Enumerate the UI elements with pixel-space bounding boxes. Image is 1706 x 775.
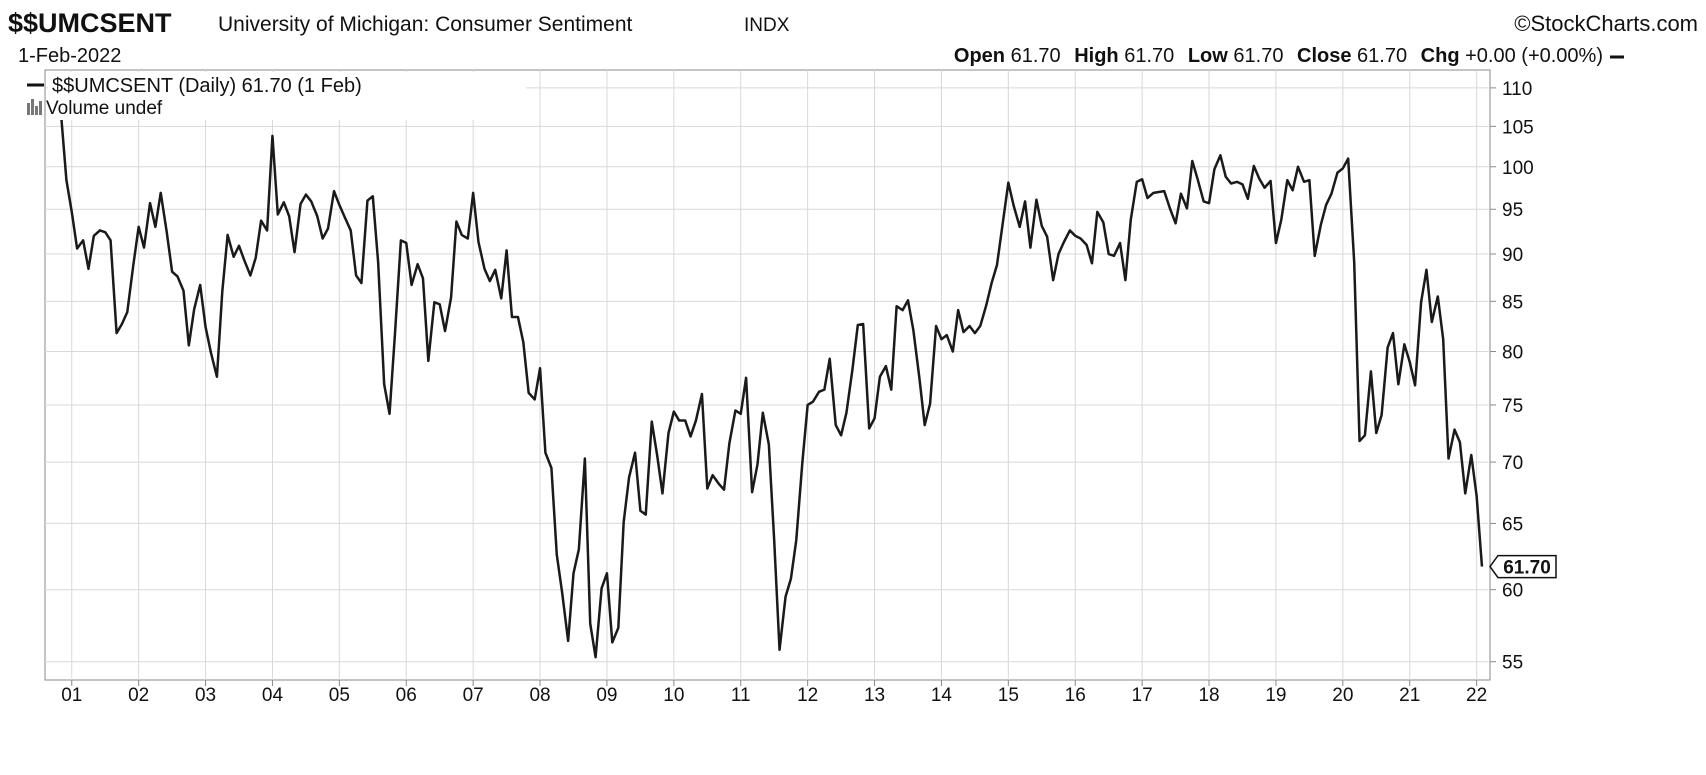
y-tick-label: 80 (1502, 343, 1523, 364)
x-tick-label: 13 (864, 685, 885, 706)
quote-name: Chg (1421, 45, 1460, 67)
x-tick-label: 15 (998, 685, 1019, 706)
x-tick-label: 16 (1065, 685, 1086, 706)
legend-label: $$UMCSENT (Daily) 61.70 (1 Feb) (52, 75, 362, 97)
y-tick-label: 65 (1502, 514, 1523, 535)
x-tick-label: 06 (396, 685, 417, 706)
quote-value: +0.00 (+0.00%) (1465, 45, 1603, 67)
quote-name: Close (1297, 45, 1351, 67)
quote-value: 61.70 (1357, 45, 1407, 67)
last-value-flag (1489, 554, 1557, 579)
y-tick-label: 105 (1502, 117, 1534, 138)
exchange: INDX (744, 15, 790, 36)
y-tick-label: 100 (1502, 158, 1534, 179)
quote-value: 61.70 (1124, 45, 1174, 67)
grid: 55 60 65 70 75 80 85 90 95 100 105 110 01 02 03 04 05 06 0… (45, 70, 1534, 706)
chart-subtitle: University of Michigan: Consumer Sentime… (218, 13, 632, 36)
x-tick-label: 09 (596, 685, 617, 706)
y-tick-label: 90 (1502, 245, 1523, 266)
legend-background (48, 72, 526, 120)
line-series (59, 106, 1484, 659)
x-tick-label: 03 (195, 685, 216, 706)
marks: 61.70 (59, 106, 1557, 659)
x-tick-label: 01 (61, 685, 82, 706)
volume-legend: Volume undef (46, 98, 163, 119)
x-tick-label: 14 (931, 685, 953, 706)
y-tick-label: 70 (1502, 453, 1523, 474)
quote-name: Low (1188, 45, 1228, 67)
y-tick-label: 55 (1502, 653, 1523, 674)
quote-name: Open (954, 45, 1005, 67)
y-tick-label: 60 (1502, 581, 1523, 602)
x-tick-label: 19 (1265, 685, 1286, 706)
y-tick-label: 85 (1502, 292, 1523, 313)
x-tick-label: 07 (463, 685, 484, 706)
x-tick-label: 05 (329, 685, 350, 706)
x-tick-label: 11 (731, 685, 751, 706)
x-tick-label: 02 (128, 685, 149, 706)
credit: ©StockCharts.com (1514, 11, 1698, 36)
date: 1-Feb-2022 (18, 45, 121, 67)
x-tick-label: 20 (1332, 685, 1353, 706)
x-tick-label: 22 (1466, 685, 1487, 706)
y-tick-label: 75 (1502, 396, 1523, 417)
x-tick-label: 08 (529, 685, 550, 706)
last-value-label: 61.70 (1503, 558, 1551, 579)
quote-value: 61.70 (1233, 45, 1283, 67)
x-tick-label: 18 (1198, 685, 1219, 706)
quote-name: High (1074, 45, 1118, 67)
chart-title: $$UMCSENT (8, 8, 172, 38)
volume-icon (27, 99, 42, 115)
x-tick-label: 21 (1399, 685, 1420, 706)
y-tick-label: 95 (1502, 200, 1523, 221)
quote: Open 61.70 High 61.70 Low 61.70 Close 61… (954, 45, 1603, 67)
y-tick-label: 110 (1502, 79, 1532, 100)
x-tick-label: 17 (1132, 685, 1153, 706)
x-tick-label: 04 (262, 685, 284, 706)
quote-value: 61.70 (1011, 45, 1061, 67)
x-tick-label: 12 (797, 685, 818, 706)
x-tick-label: 10 (663, 685, 684, 706)
plot-frame (44, 69, 1491, 681)
